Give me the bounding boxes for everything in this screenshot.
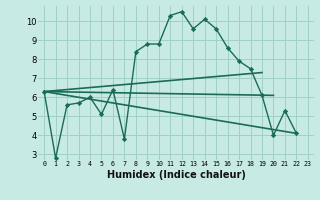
X-axis label: Humidex (Indice chaleur): Humidex (Indice chaleur) (107, 170, 245, 180)
